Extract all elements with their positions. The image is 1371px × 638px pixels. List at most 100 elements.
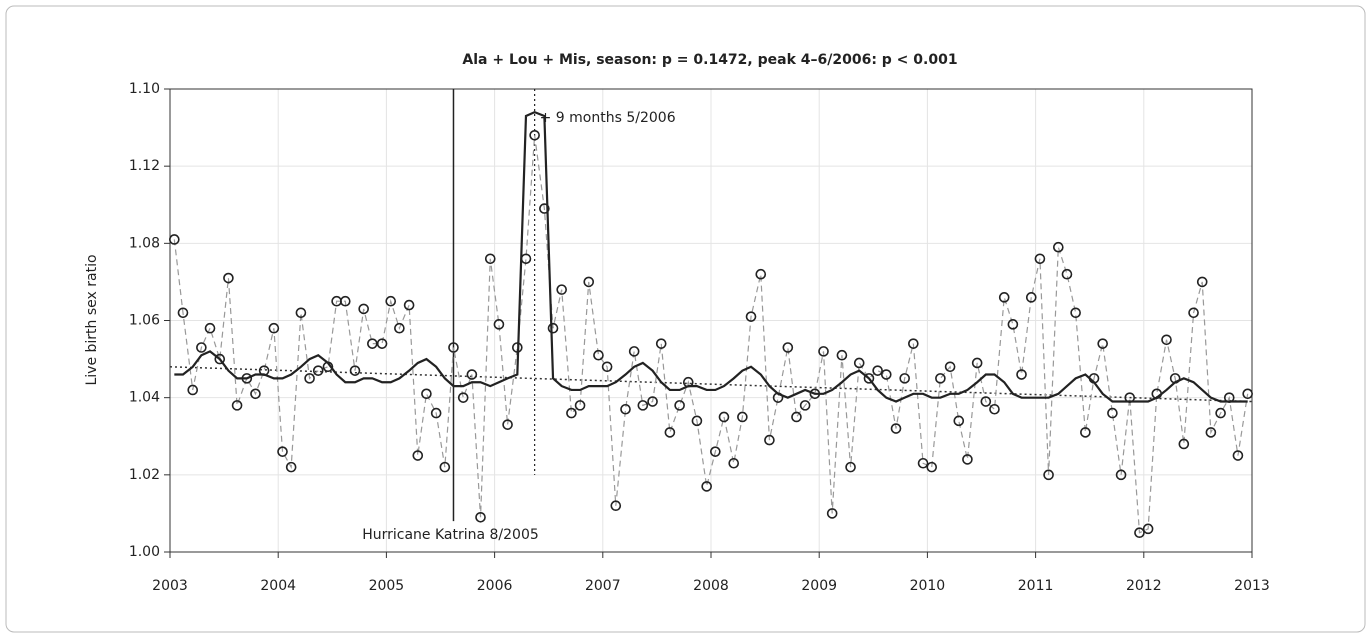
data-point [826,508,838,519]
data-point [791,411,802,423]
x-tick-label: 2005 [369,578,405,594]
data-point [628,346,640,357]
data-point [574,400,586,411]
data-point [674,400,685,411]
data-point [1061,268,1073,280]
x-tick-label: 2012 [1126,578,1162,594]
data-point [457,392,469,403]
data-point [1043,469,1054,481]
x-tick-label: 2004 [260,578,296,594]
data-point [953,415,965,427]
x-tick-label: 2003 [152,578,188,594]
data-point [466,369,478,380]
data-point [818,346,829,357]
data-point [1034,253,1046,265]
smooth-line [174,110,1248,403]
data-point [376,338,388,349]
data-point [610,500,622,512]
y-tick-label: 1.10 [129,81,160,97]
data-point [547,322,559,334]
data-point [412,450,424,461]
data-point [764,434,775,446]
data-point [421,388,432,400]
data-point [1107,407,1118,419]
data-point [728,457,740,469]
x-tick-label: 2009 [801,578,837,594]
data-point [935,373,946,384]
data-point [566,407,577,419]
data-point [1205,427,1217,438]
data-point [583,276,595,288]
data-point [718,411,730,423]
chart-title: Ala + Lou + Mis, season: p = 0.1472, pea… [462,52,957,68]
data-point [169,234,180,245]
data-point [1007,319,1019,330]
data-point [196,342,207,353]
data-point [1016,369,1027,380]
data-point [1215,407,1226,419]
data-point [493,319,505,330]
data-point [971,357,983,369]
data-point [899,373,910,384]
data-point [231,400,243,411]
data-point [1070,307,1081,319]
data-point [998,292,1010,303]
y-tick-label: 1.06 [129,313,160,329]
data-point [1134,527,1145,539]
data-point [439,461,451,473]
data-point [1115,469,1127,481]
data-point [1080,427,1091,438]
data-point [214,353,226,365]
data-point [1142,523,1154,535]
data-point [655,338,667,349]
data-point [339,295,351,307]
x-tick-label: 2006 [477,578,513,594]
data-point [737,411,748,423]
data-point [529,130,540,141]
data-point [502,419,513,430]
data-point [917,457,929,469]
data-point [1196,276,1208,288]
data-point [349,365,361,376]
data-point [755,268,767,280]
data-point [1232,450,1244,461]
x-tick-label: 2013 [1234,578,1270,594]
data-point [1053,241,1064,253]
data-point [403,299,415,311]
data-point [908,338,919,349]
data-point [890,423,902,434]
annotation-text: + 9 months 5/2006 [540,110,676,126]
data-point [1097,338,1108,349]
data-point [277,446,288,457]
data-point [177,307,189,319]
data-point [836,349,848,361]
data-point [782,342,794,353]
data-point [448,342,459,353]
x-tick-label: 2008 [693,578,729,594]
y-tick-label: 1.12 [129,158,160,174]
data-point [304,373,315,384]
data-point [539,203,550,214]
data-point [250,388,261,400]
y-tick-label: 1.00 [129,544,160,560]
data-point [880,369,892,380]
data-point [1178,438,1190,450]
data-point [691,415,703,427]
data-point [944,361,956,373]
data-point [863,373,875,384]
data-point [872,365,883,376]
annotation-text: Hurricane Katrina 8/2005 [362,527,539,543]
data-point [989,403,1000,415]
data-point [295,307,307,319]
x-tick-label: 2010 [910,578,946,594]
data-point [1188,307,1199,319]
data-point [745,311,757,322]
data-line [173,135,1249,534]
data-point [701,481,712,492]
data-point [601,361,613,373]
data-point [1242,388,1253,400]
data-point [853,357,865,369]
data-point [556,284,567,295]
y-tick-label: 1.04 [129,390,160,406]
